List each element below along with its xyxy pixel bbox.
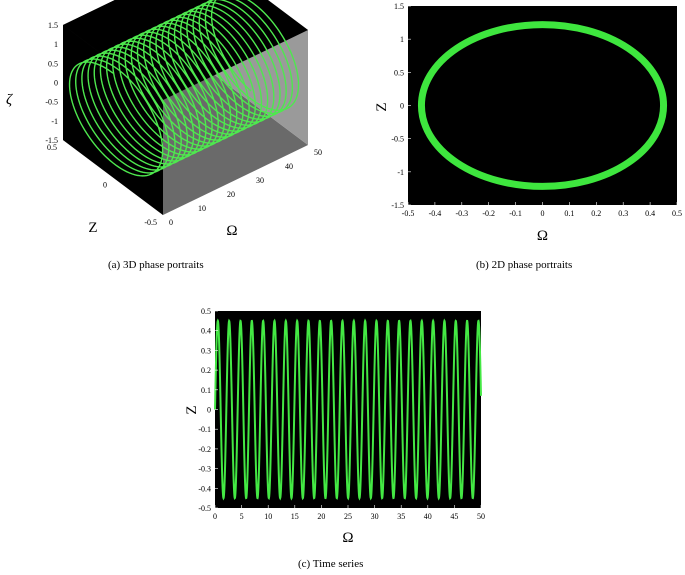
x-tick-label: 45 [450, 512, 458, 521]
box-top [63, 0, 308, 100]
y-tick-label: -0.3 [198, 465, 211, 474]
y-tick-label: -0.5 [198, 504, 211, 513]
x-tick-label: -0.1 [509, 209, 522, 218]
time-series-line [214, 318, 482, 501]
z-axis-label: ζ [6, 92, 13, 108]
y-tick-label: 10 [198, 204, 206, 213]
phase-ellipse [417, 21, 668, 190]
y-tick-label: 0.5 [394, 68, 404, 77]
y-tick-label: -0.2 [198, 445, 211, 454]
x-tick-label: 50 [477, 512, 485, 521]
x-tick-label: 0.4 [645, 209, 655, 218]
x-tick-label: 5 [240, 512, 244, 521]
x-tick-label: 25 [344, 512, 352, 521]
x-tick-label: 0.3 [618, 209, 628, 218]
x-tick-label: -0.4 [429, 209, 442, 218]
y-tick-label: 0 [400, 102, 404, 111]
x-tick-label: 20 [317, 512, 325, 521]
y-tick-label: -1 [397, 168, 404, 177]
y-tick-label: -0.5 [391, 135, 404, 144]
x-tick-label: 0 [541, 209, 545, 218]
y-tick-label: -1.5 [391, 201, 404, 210]
chart-time-series: 0 5 10 15 20 25 30 35 40 45 50 0.5 0.4 0.3 0.2 0.1 0 -0.1… [170, 296, 500, 548]
y-tick-label: 0.3 [201, 346, 211, 355]
y-axis-label: Ω [226, 223, 237, 239]
y-tick-label: 0.2 [201, 366, 211, 375]
z-tick-label: -1.5 [45, 136, 58, 145]
x-axis-label: Ω [342, 530, 353, 546]
x-axis-label: Ω [537, 228, 548, 244]
x-tick-label: -0.3 [455, 209, 468, 218]
x-tick-label: 0.5 [47, 143, 57, 152]
x-tick-label: 0.2 [591, 209, 601, 218]
caption-2d-phase-portraits: (b) 2D phase portraits [476, 259, 573, 271]
y-tick-label: 0.4 [201, 327, 211, 336]
x-tick-label: 0.1 [564, 209, 574, 218]
y-tick-label: 1.5 [394, 2, 404, 11]
y-tick-label: 0.5 [201, 307, 211, 316]
x-tick-label: -0.5 [402, 209, 415, 218]
chart-3d-phase-portrait: ζ 1.5 1 0.5 0 -0.5 -1 -1.5 0.5 0 -0.5 0 10 20 30 40 50 Z Ω [0, 0, 340, 250]
y-tick-label: -0.4 [198, 484, 211, 493]
x-tick-label: 40 [424, 512, 432, 521]
chart-2d-phase-portrait: -0.5 -0.4 -0.3 -0.2 -0.1 0 0.1 0.2 0.3 0.4 0.5 1.5 1… [350, 0, 685, 250]
caption-time-series: (c) Time series [298, 558, 364, 570]
y-axis-label: Z [374, 102, 390, 111]
plot-area [408, 6, 677, 205]
caption-3d-phase-portraits: (a) 3D phase portraits [108, 259, 204, 271]
y-tick-label: -0.1 [198, 425, 211, 434]
z-tick-label: -0.5 [45, 98, 58, 107]
x-tick-label: 10 [264, 512, 272, 521]
z-tick-label: 1.5 [48, 21, 58, 30]
helix-line [68, 0, 300, 177]
z-tick-label: 0.5 [48, 59, 58, 68]
chart-time-series-svg: 0 5 10 15 20 25 30 35 40 45 50 0.5 0.4 0.3 0.2 0.1 0 -0.1… [184, 307, 485, 546]
z-tick-label: -1 [51, 117, 58, 126]
y-tick-label: 40 [285, 162, 293, 171]
y-tick-label: 0.1 [201, 386, 211, 395]
z-tick-label: 0 [54, 79, 58, 88]
x-tick-label: 30 [371, 512, 379, 521]
z-tick-label: 1 [54, 40, 58, 49]
x-tick-label: -0.2 [482, 209, 495, 218]
x-axis-label: Z [88, 220, 97, 236]
y-tick-label: 20 [227, 190, 235, 199]
x-tick-label: 35 [397, 512, 405, 521]
x-tick-label: 15 [291, 512, 299, 521]
x-tick-label: 0 [213, 512, 217, 521]
x-tick-label: 0 [103, 181, 107, 190]
y-tick-label: 0 [207, 406, 211, 415]
y-tick-label: 50 [314, 148, 322, 157]
chart-2d-svg: -0.5 -0.4 -0.3 -0.2 -0.1 0 0.1 0.2 0.3 0.4 0.5 1.5 1… [374, 2, 682, 244]
y-tick-label: 30 [256, 176, 264, 185]
y-axis-label: Z [184, 405, 200, 414]
x-tick-label: 0.5 [672, 209, 682, 218]
x-tick-label: -0.5 [144, 218, 157, 227]
y-tick-label: 0 [169, 218, 173, 227]
y-tick-label: 1 [400, 35, 404, 44]
